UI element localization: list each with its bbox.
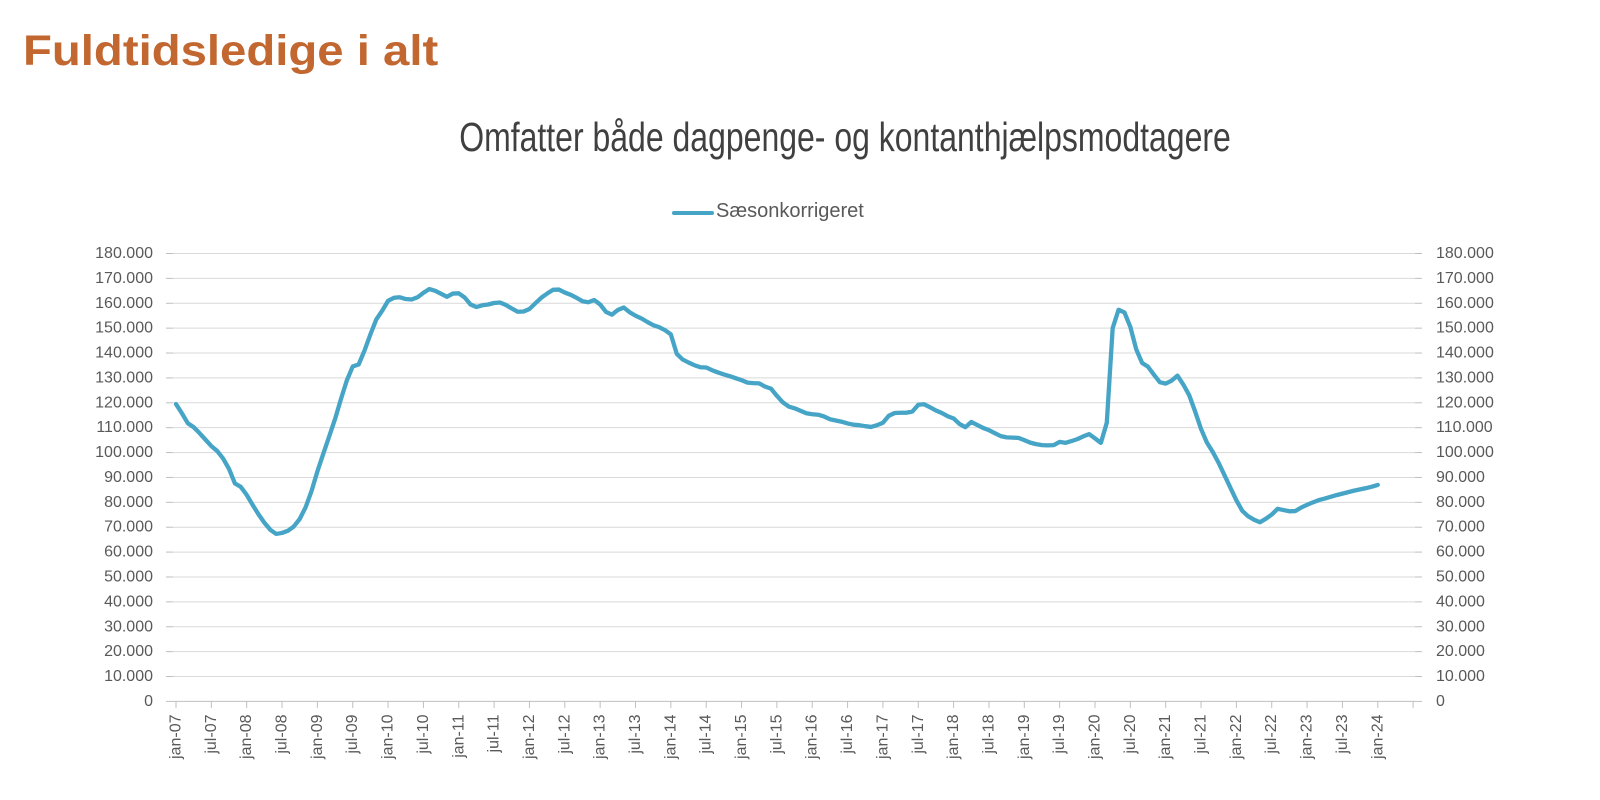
y-axis-label-left: 180.000 [95,245,153,262]
y-axis-label-left: 60.000 [104,544,153,561]
x-axis-label: jul-10 [415,714,432,754]
x-axis-label: jan-07 [168,714,185,760]
x-axis-label: jul-21 [1193,714,1210,754]
y-axis-label-left: 170.000 [95,270,153,287]
y-axis-label-left: 0 [144,693,153,710]
y-axis-label-left: 130.000 [95,369,153,386]
x-axis-label: jul-18 [980,714,997,754]
y-axis-label-left: 90.000 [104,469,153,486]
x-axis-label: jan-13 [592,714,609,760]
chart-title: Omfatter både dagpenge- og kontanthjælps… [459,114,1231,160]
x-axis-label: jan-22 [1228,714,1245,760]
x-axis-label: jan-14 [662,714,679,760]
legend-line-swatch [672,210,714,215]
x-axis-label: jul-08 [274,714,291,754]
y-axis-label-left: 120.000 [95,394,153,411]
x-axis-label: jul-22 [1263,714,1280,754]
y-axis-label-right: 130.000 [1436,369,1494,386]
x-axis-label: jan-17 [874,714,891,760]
x-axis-label: jan-16 [804,714,821,760]
y-axis-label-right: 70.000 [1436,519,1485,536]
y-axis-label-right: 140.000 [1436,345,1494,362]
y-axis-label-left: 110.000 [96,419,153,436]
x-axis-label: jul-07 [203,714,220,754]
y-axis-label-right: 180.000 [1436,245,1494,262]
y-axis-label-right: 80.000 [1436,494,1485,511]
x-axis-label: jul-17 [910,714,927,754]
x-axis-label: jul-09 [344,714,361,754]
x-axis-label: jul-14 [698,714,715,754]
y-axis-label-right: 20.000 [1436,643,1485,660]
y-axis-label-left: 30.000 [104,618,153,635]
legend-label: Sæsonkorrigeret [716,199,864,222]
page-title: Fuldtidsledige i alt [23,27,439,75]
y-axis-label-left: 80.000 [104,494,153,511]
x-axis-label: jul-19 [1051,714,1068,754]
y-axis-label-left: 10.000 [104,668,153,685]
x-axis-label: jan-19 [1016,714,1033,760]
y-axis-label-right: 10.000 [1436,668,1485,685]
y-axis-label-right: 40.000 [1436,593,1485,610]
x-axis-label: jan-08 [238,714,255,760]
y-axis-label-right: 150.000 [1436,320,1494,337]
x-axis-label: jan-15 [733,714,750,760]
x-axis-label: jan-09 [309,714,326,760]
y-axis-label-left: 100.000 [95,444,153,461]
y-axis-label-right: 60.000 [1436,544,1485,561]
y-axis-label-right: 30.000 [1436,618,1485,635]
y-axis-label-right: 160.000 [1436,295,1494,312]
y-axis-label-left: 70.000 [104,519,153,536]
y-axis-label-right: 110.000 [1436,419,1493,436]
x-axis-label: jul-16 [839,714,856,754]
x-axis-label: jan-23 [1299,714,1316,760]
x-axis-label: jan-10 [380,714,397,760]
y-axis-label-right: 170.000 [1436,270,1494,287]
y-axis-label-right: 50.000 [1436,568,1485,585]
series-line-saesonkorrigeret [173,286,1380,537]
x-axis-label: jul-11 [486,714,503,753]
x-axis-label: jan-12 [521,714,538,760]
x-axis-label: jul-12 [556,714,573,754]
y-axis-label-right: 120.000 [1436,394,1494,411]
y-axis-label-left: 150.000 [95,320,153,337]
x-axis-label: jul-13 [627,714,644,754]
x-axis-label: jan-21 [1157,714,1174,760]
x-axis-label: jan-18 [945,714,962,760]
x-axis-label: jan-20 [1086,714,1103,760]
y-axis-label-left: 140.000 [95,345,153,362]
x-axis-label: jul-15 [768,714,785,754]
x-axis-label: jan-24 [1369,714,1386,760]
legend: Sæsonkorrigeret [672,198,864,224]
x-axis-label: jul-20 [1122,714,1139,754]
y-axis-label-right: 0 [1436,693,1445,710]
y-axis-label-left: 160.000 [95,295,153,312]
y-axis-label-left: 50.000 [104,568,153,585]
x-axis-label: jul-23 [1334,714,1351,754]
y-axis-label-right: 90.000 [1436,469,1485,486]
y-axis-label-right: 100.000 [1436,444,1494,461]
x-axis-label: jan-11 [450,714,467,758]
y-axis-label-left: 20.000 [104,643,153,660]
y-axis-label-left: 40.000 [104,593,153,610]
